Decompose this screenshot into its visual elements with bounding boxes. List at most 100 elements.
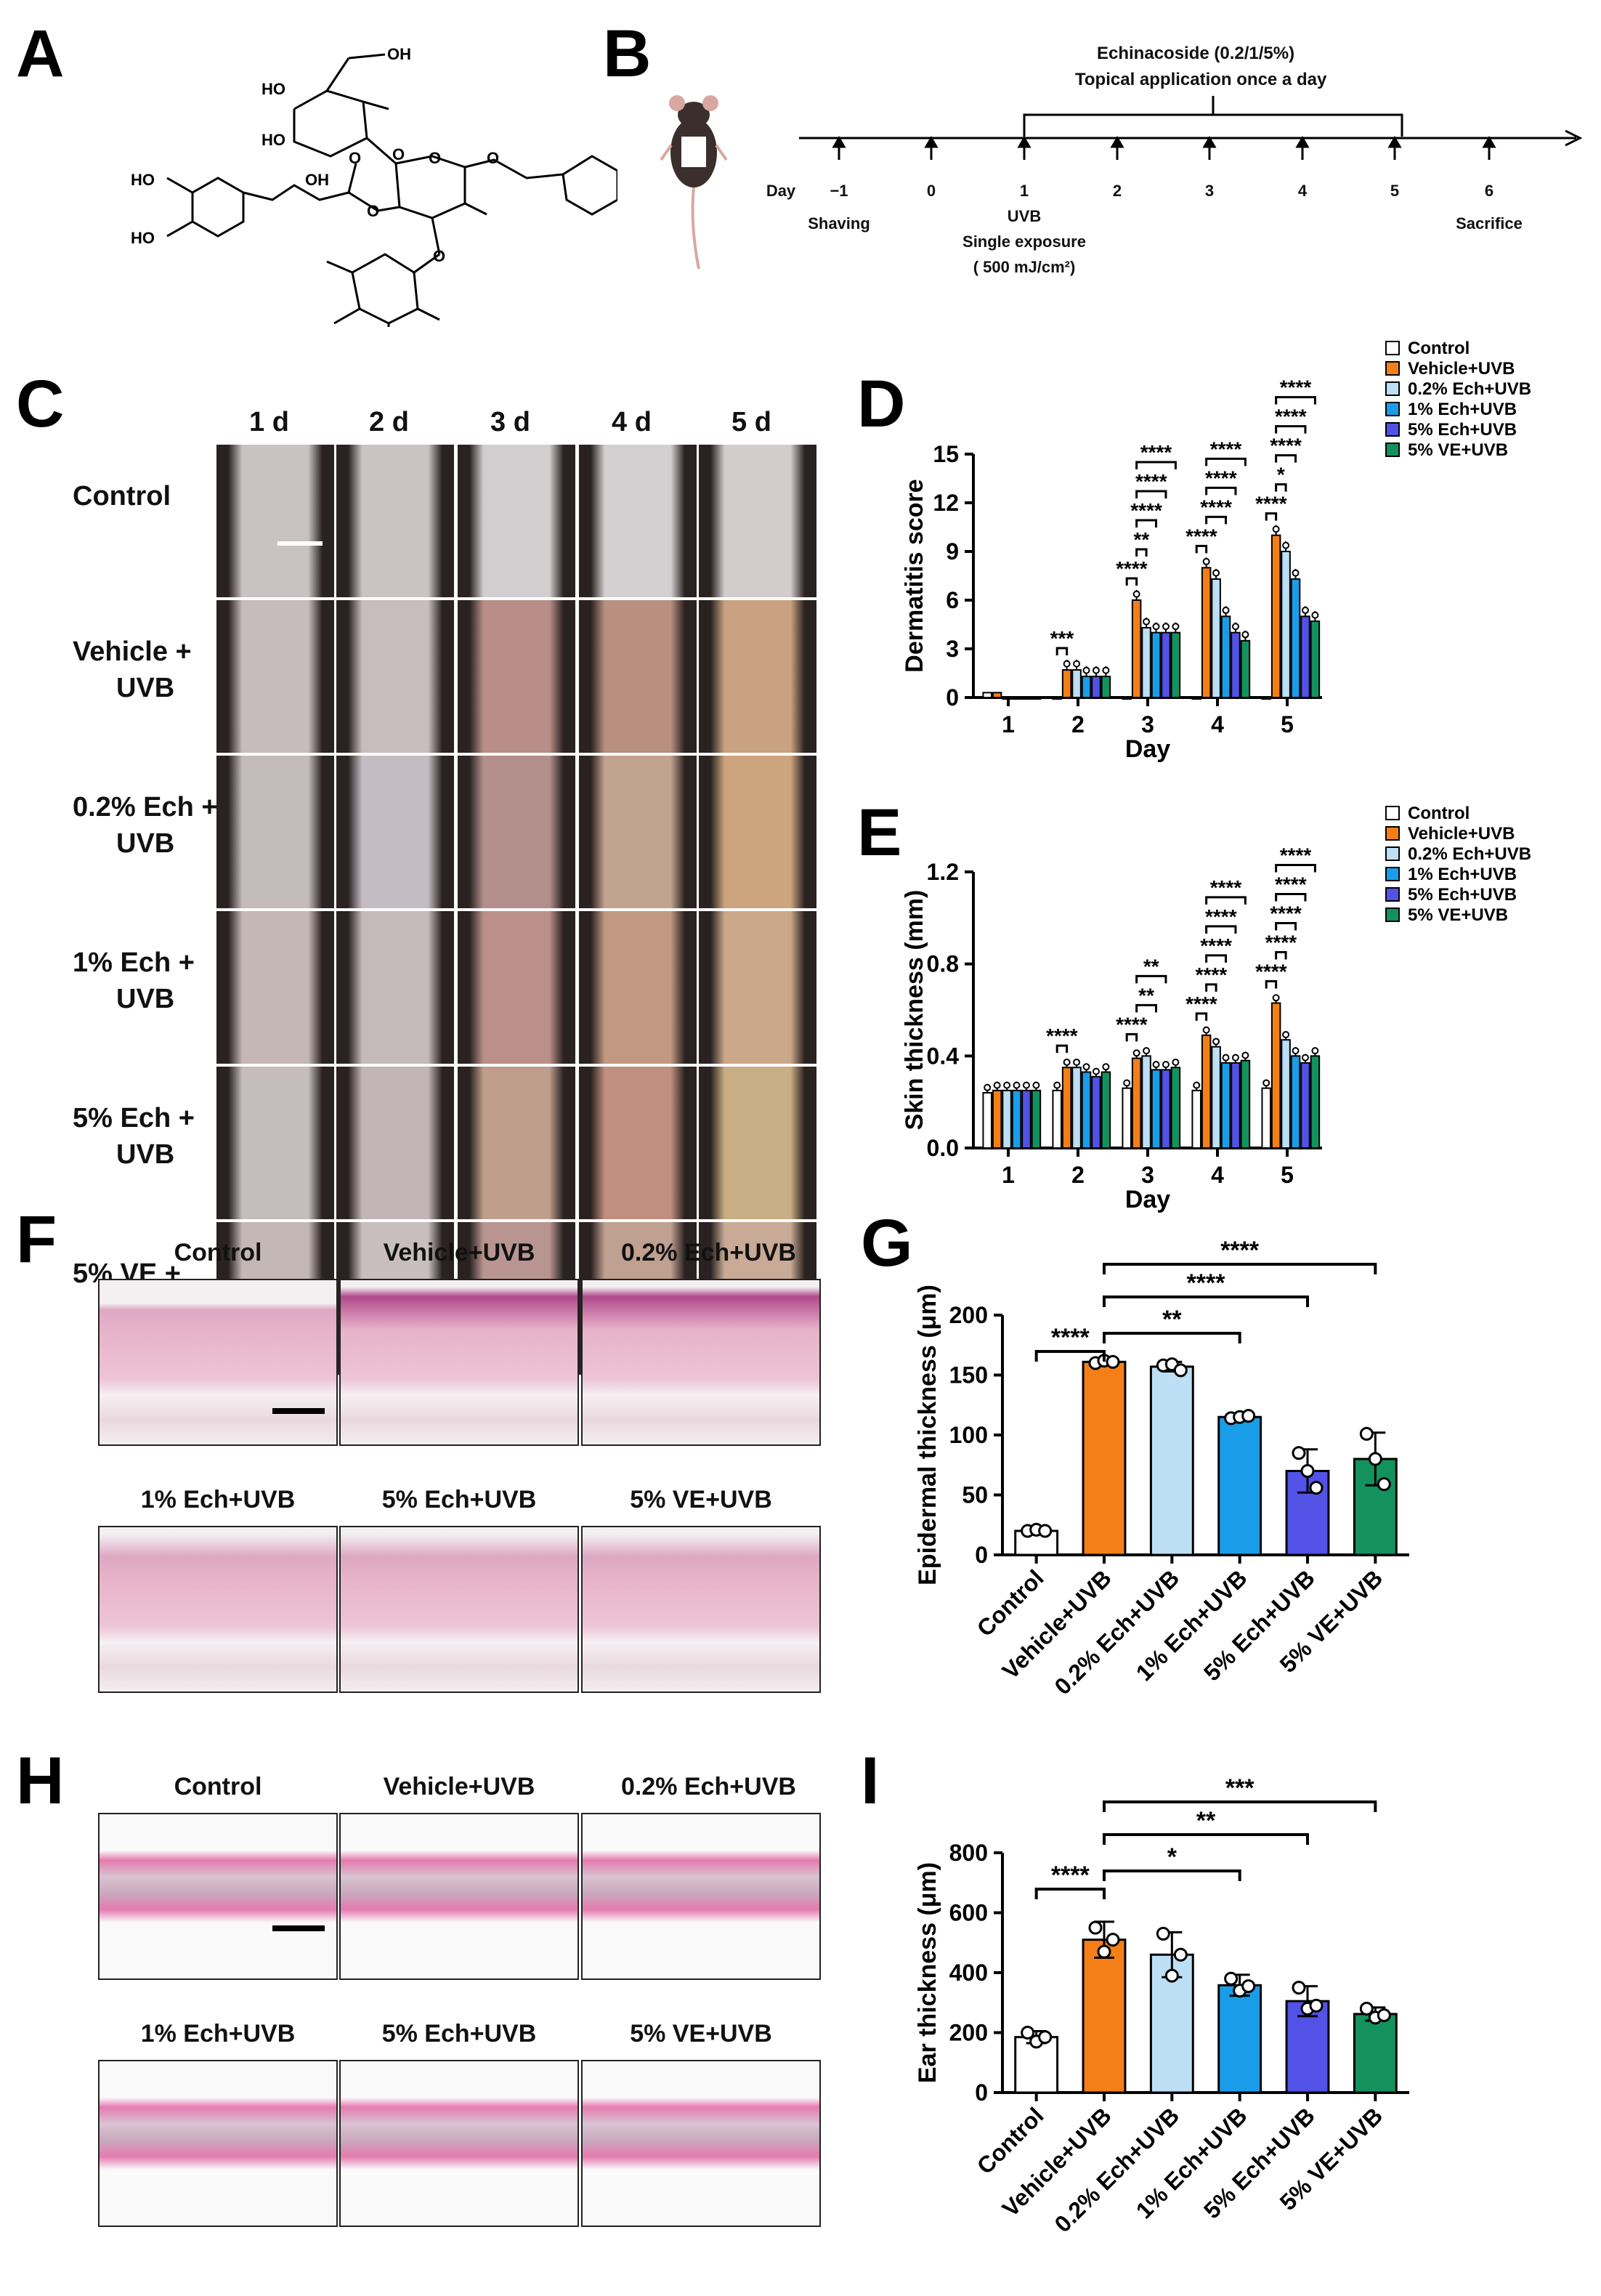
mouse-back-photo — [216, 1067, 334, 1219]
atom-label: HO — [131, 171, 155, 189]
significance-label: **** — [1210, 437, 1242, 460]
significance-label: ** — [1143, 955, 1159, 977]
atom-label: O — [433, 247, 445, 265]
section-title: Vehicle+UVB — [383, 1773, 535, 1800]
atom-label: OH — [387, 45, 411, 63]
histology-image — [339, 1813, 579, 1980]
data-point — [1092, 1067, 1100, 1075]
significance-label: * — [1277, 464, 1285, 486]
significance-label: ** — [1162, 1306, 1182, 1333]
y-tick-label: 0 — [975, 1542, 988, 1568]
y-tick-label: 1.2 — [927, 859, 959, 885]
panel-label-f: F — [16, 1202, 57, 1277]
data-point — [1292, 1047, 1300, 1055]
atom-label: HO — [131, 229, 155, 247]
y-tick-label: 50 — [962, 1482, 988, 1508]
data-point — [1053, 1081, 1061, 1089]
column-label: 1 d — [249, 407, 289, 437]
scale-bar — [272, 1925, 325, 1931]
y-tick-label: 0.0 — [927, 1135, 959, 1161]
bar — [1261, 1087, 1271, 1149]
y-axis-label: Dermatitis score — [901, 479, 928, 672]
day-tick: −1 — [830, 182, 848, 200]
significance-bracket — [1125, 1032, 1138, 1042]
bar — [1082, 1939, 1127, 2094]
data-point — [1202, 557, 1210, 565]
mouse-back-photo — [458, 911, 575, 1064]
mouse-back-photo — [216, 756, 334, 908]
event-sacrifice: Sacrifice — [1456, 214, 1523, 233]
data-point — [1021, 2026, 1035, 2040]
day-tick: 5 — [1390, 182, 1399, 200]
bar — [1240, 639, 1251, 699]
significance-bracket — [1195, 544, 1208, 554]
significance-bracket — [1135, 490, 1167, 498]
mouse-back-photo — [699, 445, 816, 597]
bar — [1131, 599, 1142, 698]
panel-label-a: A — [16, 17, 65, 91]
day-tick: 0 — [927, 182, 936, 200]
significance-bracket — [1265, 512, 1278, 521]
data-point — [1272, 525, 1280, 533]
bar — [1170, 1067, 1181, 1149]
y-tick-label: 0 — [975, 2079, 988, 2106]
timeline: Day −1 0 1 2 3 4 5 6 Shaving UVB Single … — [660, 95, 1583, 276]
y-axis-label: Ear thickness (μm) — [914, 1862, 941, 2083]
data-point — [1301, 1054, 1309, 1062]
section-title: 1% Ech+UVB — [140, 1486, 296, 1513]
data-point — [1212, 569, 1220, 577]
data-point — [1013, 1081, 1021, 1089]
legend-swatch — [1385, 867, 1400, 881]
significance-bracket — [1205, 486, 1237, 496]
significance-bracket — [1275, 864, 1316, 873]
bar — [1151, 1069, 1162, 1149]
bar — [1101, 675, 1111, 699]
row-label: UVB — [116, 673, 175, 703]
bar — [1353, 2013, 1398, 2094]
bar — [1011, 1089, 1022, 1149]
section-title: Control — [174, 1773, 262, 1800]
significance-bracket — [1195, 1012, 1208, 1021]
timeline-arrow — [924, 136, 939, 160]
significance-bracket — [1275, 951, 1287, 960]
bar — [1052, 697, 1062, 700]
bar — [1141, 626, 1151, 699]
bar — [1081, 675, 1092, 699]
bar — [1021, 697, 1031, 700]
timeline-arrow — [832, 136, 846, 160]
mouse-back-photo — [579, 445, 697, 597]
data-point — [1032, 1081, 1040, 1089]
day-axis-label: Day — [766, 182, 796, 200]
bar — [1122, 697, 1132, 700]
significance-label: **** — [1210, 876, 1242, 899]
data-point — [1202, 1026, 1210, 1034]
significance-bracket — [1103, 1833, 1309, 1845]
legend-label: 0.2% Ech+UVB — [1408, 379, 1531, 399]
legend-label: 5% VE+UVB — [1408, 905, 1508, 925]
bar — [1141, 1055, 1151, 1149]
data-point — [1143, 1047, 1151, 1055]
echinacoside-structure: OH HO HO OH O O O O O O HO HO — [131, 45, 617, 327]
data-point — [1063, 660, 1071, 668]
mouse-back-photo — [458, 756, 575, 908]
significance-bracket — [1135, 461, 1177, 469]
data-point — [1292, 569, 1300, 577]
data-point — [1262, 1079, 1270, 1087]
legend-label: 1% Ech+UVB — [1408, 865, 1517, 884]
x-tick-label: 3 — [1141, 711, 1154, 737]
significance-label: ** — [1196, 1807, 1216, 1835]
row-label: UVB — [116, 1139, 175, 1170]
significance-label: **** — [1255, 493, 1287, 515]
significance-bracket — [1034, 1350, 1106, 1362]
bar — [1061, 669, 1072, 698]
data-point — [1152, 623, 1160, 631]
bar — [1281, 551, 1291, 698]
event-uvb-exposure: Single exposure — [962, 233, 1086, 251]
bar — [1191, 697, 1201, 700]
data-point — [1224, 1971, 1239, 1986]
x-axis-label: Day — [1125, 735, 1170, 763]
atom-label: HO — [262, 131, 285, 149]
day-tick: 6 — [1485, 182, 1493, 200]
bar — [1021, 1089, 1031, 1149]
bar — [1002, 697, 1012, 700]
